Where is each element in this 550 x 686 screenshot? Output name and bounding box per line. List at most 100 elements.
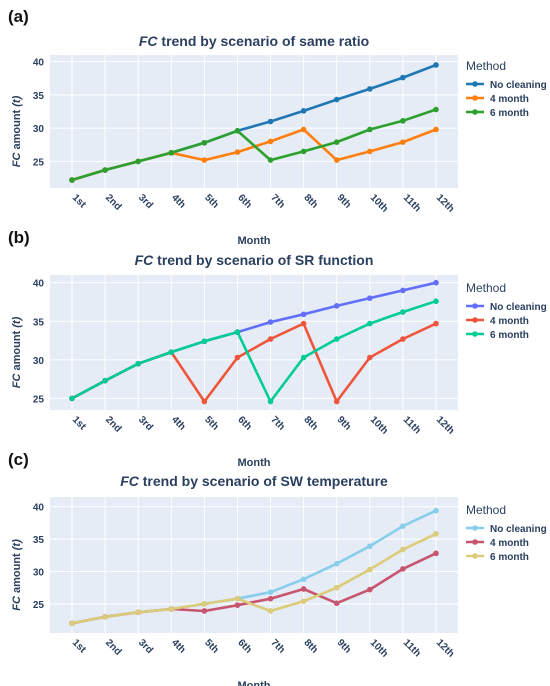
data-point bbox=[69, 620, 75, 627]
legend-title: Method bbox=[466, 59, 506, 73]
x-tick-label: 9th bbox=[335, 637, 353, 655]
data-point bbox=[333, 560, 340, 567]
y-tick-label: 40 bbox=[33, 503, 45, 514]
data-point bbox=[433, 531, 439, 537]
chart-panel-1: (a) FC trend by scenario of same ratio 25 3… bbox=[8, 7, 547, 247]
data-point bbox=[433, 106, 439, 113]
data-point bbox=[400, 118, 406, 124]
data-point bbox=[367, 126, 373, 133]
data-point bbox=[400, 336, 406, 342]
y-tick-label: 30 bbox=[33, 124, 45, 135]
data-point bbox=[168, 149, 175, 156]
legend-label: 6 month bbox=[490, 108, 529, 119]
data-point bbox=[333, 584, 340, 591]
x-tick-label: 11th bbox=[401, 192, 423, 214]
y-axis-title: FC amount (t) bbox=[11, 316, 23, 388]
x-tick-label: 4th bbox=[169, 637, 187, 655]
data-point bbox=[267, 595, 274, 602]
legend-label: No cleaning bbox=[490, 524, 547, 535]
data-point bbox=[400, 287, 406, 294]
data-point bbox=[400, 139, 406, 145]
chart-panel-3: (c) FC trend by scenario of SW temperatur… bbox=[8, 450, 547, 686]
x-tick-label: 7th bbox=[268, 414, 286, 432]
data-point bbox=[267, 336, 274, 342]
y-tick-label: 30 bbox=[33, 356, 45, 367]
legend-label: No cleaning bbox=[490, 302, 547, 313]
data-point bbox=[300, 108, 307, 114]
legend-marker bbox=[472, 81, 478, 87]
x-tick-label: 8th bbox=[302, 414, 320, 432]
y-tick-label: 35 bbox=[33, 317, 45, 328]
y-axis-title: FC amount (t) bbox=[11, 539, 23, 611]
x-tick-label: 7th bbox=[268, 192, 286, 210]
legend-label: 4 month bbox=[490, 316, 529, 327]
x-tick-label: 11th bbox=[401, 414, 423, 436]
data-point bbox=[102, 167, 108, 173]
data-point bbox=[102, 614, 108, 620]
y-tick-label: 25 bbox=[33, 600, 45, 611]
data-point bbox=[333, 139, 340, 145]
x-tick-label: 12th bbox=[434, 414, 456, 436]
legend-label: 4 month bbox=[490, 538, 529, 549]
data-point bbox=[135, 609, 141, 616]
legend-label: 4 month bbox=[490, 94, 529, 105]
x-tick-label: 3rd bbox=[136, 637, 155, 656]
series-line-3 bbox=[70, 108, 438, 182]
data-point bbox=[333, 600, 340, 607]
data-point bbox=[234, 128, 241, 134]
data-point bbox=[267, 319, 274, 325]
data-point bbox=[69, 395, 75, 402]
x-tick-label: 1st bbox=[70, 414, 88, 432]
data-point bbox=[333, 157, 340, 163]
x-tick-label: 2nd bbox=[103, 637, 123, 657]
x-tick-label: 8th bbox=[302, 637, 320, 655]
legend-marker bbox=[472, 95, 478, 101]
data-point bbox=[135, 158, 141, 165]
legend-label: No cleaning bbox=[490, 80, 547, 91]
x-tick-label: 12th bbox=[434, 637, 456, 659]
data-point bbox=[267, 118, 274, 125]
data-point bbox=[433, 298, 439, 305]
chart-title: FC trend by scenario of SR function bbox=[135, 252, 374, 268]
data-point bbox=[400, 74, 406, 81]
data-point bbox=[234, 149, 241, 155]
data-point bbox=[234, 602, 241, 608]
y-tick-label: 35 bbox=[33, 91, 45, 102]
x-tick-label: 2nd bbox=[103, 414, 123, 434]
data-point bbox=[300, 586, 307, 592]
x-tick-label: 1st bbox=[70, 637, 88, 655]
data-point bbox=[300, 576, 307, 583]
data-point bbox=[69, 177, 75, 183]
data-point bbox=[367, 320, 373, 327]
legend-marker bbox=[472, 539, 478, 545]
data-point bbox=[433, 320, 439, 327]
x-axis-title: Month bbox=[238, 457, 271, 469]
x-tick-label: 5th bbox=[202, 637, 220, 655]
data-point bbox=[267, 138, 274, 145]
data-point bbox=[201, 157, 208, 163]
x-tick-label: 4th bbox=[169, 192, 187, 210]
data-point bbox=[267, 608, 274, 614]
y-axis-title: FC amount (t) bbox=[11, 95, 23, 167]
legend-marker bbox=[472, 553, 478, 559]
data-point bbox=[267, 589, 274, 595]
data-point bbox=[433, 279, 439, 286]
chart-title: FC trend by scenario of same ratio bbox=[139, 33, 369, 49]
x-tick-label: 9th bbox=[335, 414, 353, 432]
data-point bbox=[333, 96, 340, 103]
data-point bbox=[201, 139, 208, 146]
panel-label: (c) bbox=[8, 450, 29, 469]
data-point bbox=[135, 360, 141, 367]
data-point bbox=[234, 595, 241, 602]
data-point bbox=[102, 377, 108, 384]
data-point bbox=[433, 550, 439, 557]
data-point bbox=[400, 566, 406, 572]
x-tick-label: 7th bbox=[268, 637, 286, 655]
chart-title: FC trend by scenario of SW temperature bbox=[120, 473, 388, 489]
legend-marker bbox=[472, 331, 478, 337]
y-tick-label: 25 bbox=[33, 157, 45, 168]
data-point bbox=[201, 398, 208, 405]
data-point bbox=[168, 606, 175, 612]
data-point bbox=[300, 126, 307, 133]
data-point bbox=[300, 311, 307, 318]
